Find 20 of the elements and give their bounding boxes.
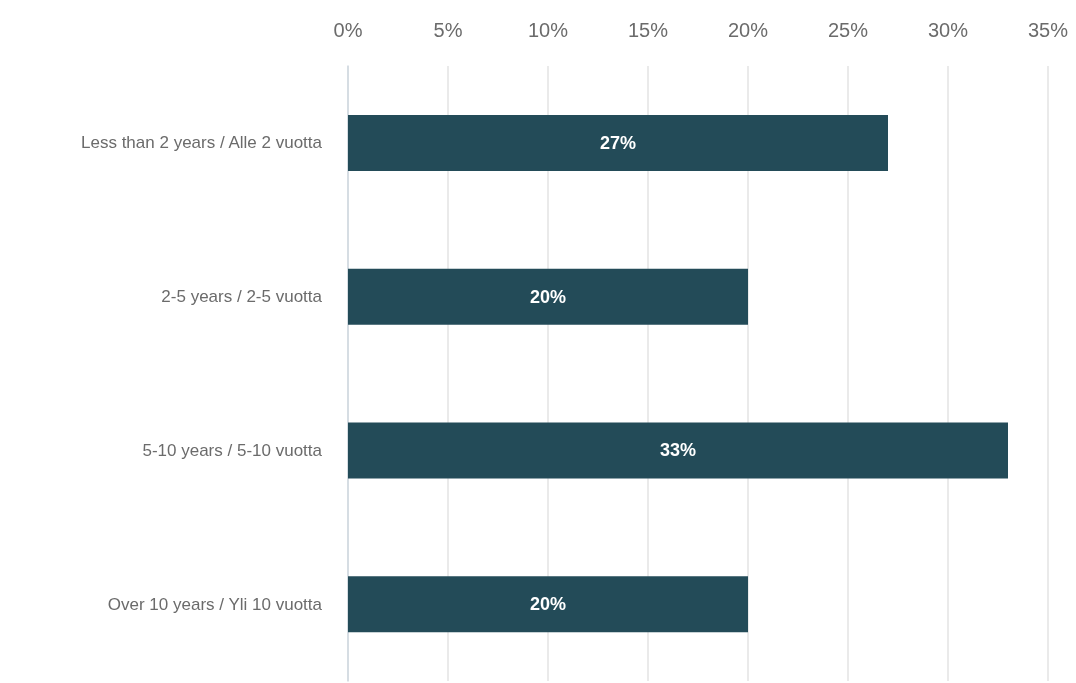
data-label: 33%	[659, 440, 697, 461]
x-tick-label: 10%	[527, 19, 569, 41]
x-tick-label: 20%	[727, 19, 769, 41]
x-tick-label: 30%	[927, 19, 969, 41]
bar	[348, 114, 888, 171]
data-label: 27%	[599, 132, 637, 153]
data-label: 20%	[529, 286, 567, 307]
y-tick-label: Over 10 years / Yli 10 vuotta	[107, 594, 323, 614]
y-tick-label: 5-10 years / 5-10 vuotta	[142, 440, 323, 460]
y-tick-label: Less than 2 years / Alle 2 vuotta	[81, 133, 323, 153]
bar	[348, 268, 748, 325]
y-tick-label: 2-5 years / 2-5 vuotta	[161, 287, 323, 307]
x-tick-label: 15%	[627, 19, 669, 41]
x-tick-label: 5%	[433, 19, 463, 41]
x-tick-label: 0%	[333, 19, 363, 41]
x-tick-label: 35%	[1027, 19, 1069, 41]
x-tick-label: 25%	[827, 19, 869, 41]
data-label: 20%	[529, 594, 567, 615]
bar	[348, 576, 748, 633]
bar	[348, 422, 1008, 479]
